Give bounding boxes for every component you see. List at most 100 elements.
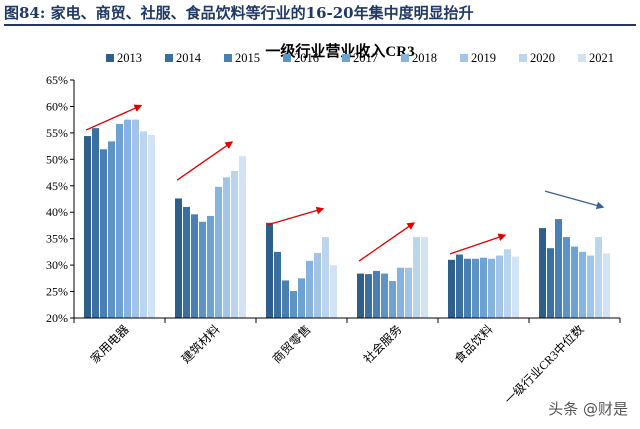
- y-tick-label: 45%: [46, 179, 68, 193]
- bar: [381, 273, 388, 318]
- bar: [472, 258, 479, 318]
- legend-swatch: [224, 54, 232, 62]
- bar: [421, 237, 428, 318]
- trend-arrow: [358, 222, 416, 262]
- y-tick-label: 20%: [46, 311, 68, 325]
- legend-swatch: [342, 54, 350, 62]
- trend-arrow: [176, 141, 234, 181]
- x-category-label: 家用电器: [87, 322, 132, 367]
- bar: [314, 252, 321, 318]
- x-category-label: 社会服务: [360, 322, 405, 367]
- bar: [373, 270, 380, 318]
- bar: [92, 128, 99, 318]
- bar: [595, 237, 602, 318]
- y-tick-label: 55%: [46, 126, 68, 140]
- bar: [397, 267, 404, 318]
- legend-label: 2018: [412, 51, 437, 65]
- legend-label: 2017: [353, 51, 378, 65]
- y-tick-label: 30%: [46, 258, 68, 272]
- bar: [512, 256, 519, 318]
- bar: [215, 186, 222, 318]
- bar: [282, 280, 289, 318]
- bar: [603, 253, 610, 318]
- legend-label: 2020: [530, 51, 555, 65]
- legend-swatch: [165, 54, 173, 62]
- bar: [207, 215, 214, 318]
- bar: [464, 258, 471, 318]
- chart-title: 一级行业营业收入CR3: [265, 42, 414, 60]
- x-category-label: 一级行业CR3中位数: [501, 322, 587, 408]
- bar: [539, 228, 546, 318]
- legend-swatch: [460, 54, 468, 62]
- x-category-label: 商贸零售: [269, 322, 314, 367]
- bar: [547, 248, 554, 318]
- legend-swatch: [106, 54, 114, 62]
- bar: [140, 131, 147, 318]
- bar: [239, 156, 246, 318]
- legend-swatch: [283, 54, 291, 62]
- bar: [175, 198, 182, 318]
- x-axis: 家用电器 建筑材料 商贸零售 社会服务 食品饮料 一级行业CR3中位数: [73, 317, 621, 408]
- y-tick-label: 40%: [46, 205, 68, 219]
- bar: [389, 280, 396, 318]
- bar: [100, 149, 107, 318]
- bar: [571, 246, 578, 318]
- legend-swatch: [519, 54, 527, 62]
- legend-label: 2019: [471, 51, 496, 65]
- x-category-label: 建筑材料: [178, 322, 223, 367]
- watermark: 头条 @财是: [548, 400, 628, 418]
- legend: 2013 2014 2015 2016 2017 2018 2019 2020 2021: [106, 51, 614, 65]
- bar: [448, 259, 455, 318]
- bar: [116, 123, 123, 318]
- bar: [330, 265, 337, 318]
- bar: [124, 119, 131, 319]
- bar: [456, 254, 463, 318]
- bar: [496, 255, 503, 318]
- bar: [298, 278, 305, 318]
- bar: [579, 251, 586, 318]
- trend-arrow: [449, 233, 507, 255]
- legend-label: 2015: [235, 51, 260, 65]
- legend-label: 2016: [294, 51, 319, 65]
- y-tick-label: 60%: [46, 99, 68, 113]
- bar: [306, 260, 313, 318]
- trend-arrows: [85, 104, 605, 262]
- y-tick-label: 35%: [46, 232, 68, 246]
- bars: [84, 119, 610, 319]
- bar: [274, 251, 281, 318]
- trend-arrow: [267, 206, 325, 226]
- bar: [357, 273, 364, 318]
- bar: [413, 237, 420, 318]
- bar: [365, 274, 372, 318]
- bar: [132, 119, 139, 319]
- bar: [504, 249, 511, 318]
- y-tick-label: 50%: [46, 152, 68, 166]
- y-axis: 20% 25% 30% 35% 40% 45% 50% 55% 60% 65%: [46, 73, 75, 325]
- trend-arrow: [544, 190, 605, 210]
- bar: [587, 255, 594, 318]
- legend-swatch: [401, 54, 409, 62]
- legend-label: 2021: [589, 51, 614, 65]
- y-tick-label: 25%: [46, 285, 68, 299]
- bar: [555, 219, 562, 318]
- y-tick-label: 65%: [46, 73, 68, 87]
- bar: [266, 222, 273, 318]
- figure-title: 图84: 家电、商贸、社服、食品饮料等行业的16-20年集中度明显抬升: [4, 2, 636, 26]
- bar: [488, 258, 495, 318]
- bar: [231, 170, 238, 318]
- legend-label: 2014: [176, 51, 202, 65]
- bar: [290, 291, 297, 318]
- legend-swatch: [578, 54, 586, 62]
- bar: [191, 214, 198, 318]
- bar: [84, 136, 91, 318]
- bar: [405, 267, 412, 318]
- bar: [322, 237, 329, 318]
- bar: [108, 141, 115, 318]
- bar: [148, 135, 155, 318]
- x-category-label: 食品饮料: [451, 322, 496, 367]
- bar: [223, 177, 230, 318]
- bar: [563, 237, 570, 318]
- bar: [199, 221, 206, 318]
- legend-label: 2013: [117, 51, 142, 65]
